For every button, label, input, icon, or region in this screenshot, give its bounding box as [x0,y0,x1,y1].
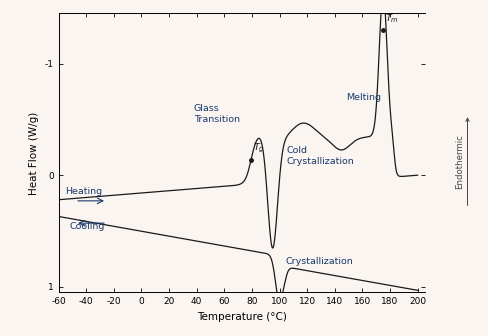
Text: Melting: Melting [346,93,381,102]
X-axis label: Temperature (°C): Temperature (°C) [197,312,286,322]
Text: $T_g$: $T_g$ [253,142,265,155]
Text: Cold
Crystallization: Cold Crystallization [286,146,354,166]
Text: Endothermic: Endothermic [455,134,464,189]
Text: $T_m$: $T_m$ [385,12,398,25]
Text: Cooling: Cooling [70,222,105,231]
Text: Glass
Transition: Glass Transition [194,103,240,124]
Y-axis label: Heat Flow (W/g): Heat Flow (W/g) [29,111,39,195]
Text: Crystallization: Crystallization [285,257,353,266]
Text: Heating: Heating [65,187,102,196]
